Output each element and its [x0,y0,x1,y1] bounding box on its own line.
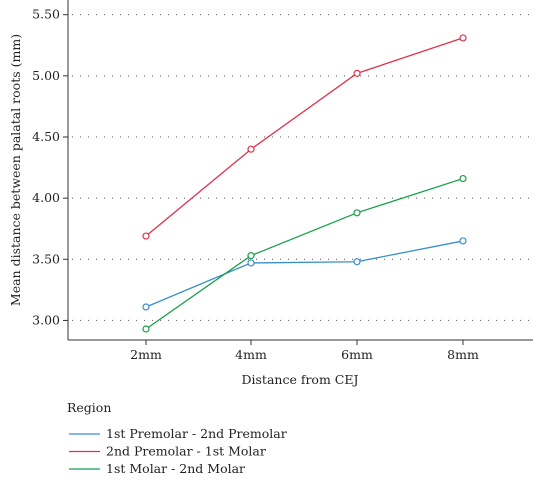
x-axis-title: Distance from CEJ [242,372,359,387]
legend-label: 2nd Premolar - 1st Molar [106,444,266,459]
legend-label: 1st Premolar - 2nd Premolar [106,426,287,441]
data-point [459,174,467,183]
y-axis-ticks: 3.00 3.50 4.00 4.50 5.00 5.50 [32,7,68,327]
x-tick-label: 2mm [130,347,162,362]
data-point [247,259,255,267]
data-point [247,145,255,153]
y-tick-label: 3.00 [32,312,60,327]
legend-title: Region [67,400,111,415]
data-point [353,258,361,266]
data-point [247,252,255,260]
gridlines [72,14,533,321]
y-tick-label: 5.00 [32,68,60,83]
series-group [142,34,467,333]
y-tick-label: 4.00 [32,190,60,205]
x-axis-ticks: 2mm 4mm 6mm 8mm [130,340,479,362]
data-point [459,237,467,245]
legend-label: 1st Molar - 2nd Molar [106,461,245,476]
y-tick-label: 5.50 [32,7,60,22]
data-point [142,232,150,240]
x-tick-label: 6mm [341,347,373,362]
series-line [145,240,464,308]
series-line [145,37,464,237]
x-tick-label: 4mm [235,347,267,362]
data-point [353,69,361,77]
series-line [145,177,464,330]
y-tick-label: 3.50 [32,251,60,266]
legend: Region 1st Premolar - 2nd Premolar 2nd Pr… [67,400,287,476]
data-point [353,209,361,217]
data-point [459,34,467,42]
y-tick-label: 4.50 [32,129,60,144]
data-point [142,303,150,311]
data-point [142,325,150,333]
y-axis-title: Mean distance between palatal roots (mm) [8,34,23,306]
x-tick-label: 8mm [447,347,479,362]
